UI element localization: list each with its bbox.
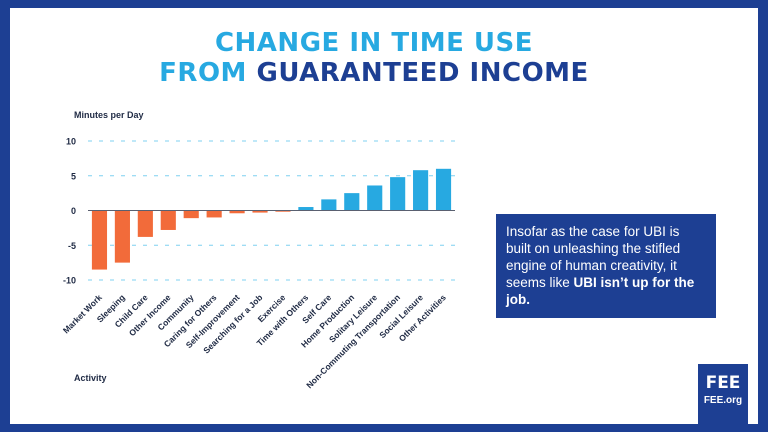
y-axis-label: Minutes per Day — [74, 110, 144, 120]
y-tick-label: -5 — [68, 241, 76, 251]
bar — [252, 210, 268, 213]
bar — [183, 210, 199, 219]
bar — [160, 210, 176, 230]
bar — [229, 210, 245, 214]
fee-logo: FEE FEE.org — [698, 364, 748, 424]
fee-logo-name: FEE — [705, 373, 741, 393]
y-tick-label: 5 — [71, 171, 76, 181]
bar — [206, 210, 222, 218]
quote-text: Insofar as the case for UBI is built on … — [506, 224, 681, 290]
bar — [298, 207, 314, 211]
quote-emphasis: UBI isn’t up for the job. — [506, 275, 695, 307]
fee-logo-site: FEE.org — [703, 395, 743, 406]
bar — [435, 168, 452, 211]
bar — [413, 170, 429, 211]
y-tick-label: 0 — [71, 206, 76, 216]
x-axis-label: Activity — [74, 373, 107, 383]
bar — [91, 210, 108, 270]
title-line-2-main: GUARANTEED INCOME — [256, 58, 589, 88]
bar — [137, 210, 153, 237]
quote-box: Insofar as the case for UBI is built on … — [496, 214, 716, 318]
bar — [390, 177, 406, 211]
bar — [275, 210, 291, 212]
title-line-1: CHANGE IN TIME USE — [214, 28, 534, 58]
bar — [321, 199, 337, 211]
title-line-2-accent: FROM — [159, 58, 257, 88]
y-tick-label: -10 — [63, 276, 76, 286]
chart-title: CHANGE IN TIME USE FROM GUARANTEED INCOM… — [0, 28, 748, 88]
bar — [344, 193, 360, 211]
bar — [114, 210, 130, 263]
y-tick-label: 10 — [66, 137, 76, 147]
bar — [367, 185, 383, 211]
